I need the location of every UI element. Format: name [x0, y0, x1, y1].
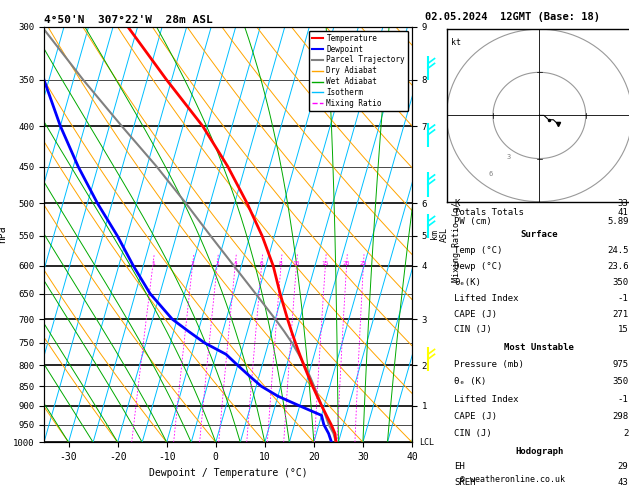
Y-axis label: hPa: hPa [0, 226, 8, 243]
Text: Mixing Ratio (g/kg): Mixing Ratio (g/kg) [452, 187, 460, 282]
Text: PW (cm): PW (cm) [454, 217, 492, 226]
Text: 23.6: 23.6 [607, 262, 628, 271]
Text: CIN (J): CIN (J) [454, 325, 492, 334]
Text: 6: 6 [260, 261, 264, 266]
Y-axis label: km
ASL: km ASL [430, 227, 449, 242]
Text: 6: 6 [488, 171, 493, 177]
X-axis label: Dewpoint / Temperature (°C): Dewpoint / Temperature (°C) [148, 468, 308, 478]
Text: 24.5: 24.5 [607, 246, 628, 255]
Text: Surface: Surface [521, 230, 558, 240]
Text: 975: 975 [612, 360, 628, 369]
Text: 4: 4 [233, 261, 237, 266]
Text: 41: 41 [618, 208, 628, 217]
Text: SREH: SREH [454, 478, 476, 486]
Text: 3: 3 [507, 154, 511, 159]
Text: 20: 20 [343, 261, 350, 266]
Text: 10: 10 [292, 261, 300, 266]
Text: CIN (J): CIN (J) [454, 429, 492, 438]
Text: 15: 15 [321, 261, 329, 266]
Text: 02.05.2024  12GMT (Base: 18): 02.05.2024 12GMT (Base: 18) [425, 12, 600, 22]
Text: 2: 2 [191, 261, 194, 266]
Text: 350: 350 [612, 377, 628, 386]
Text: K: K [454, 199, 459, 208]
Text: 43: 43 [618, 478, 628, 486]
Text: θₑ(K): θₑ(K) [454, 278, 481, 287]
Text: 5.89: 5.89 [607, 217, 628, 226]
Text: 2: 2 [623, 429, 628, 438]
Legend: Temperature, Dewpoint, Parcel Trajectory, Dry Adiabat, Wet Adiabat, Isotherm, Mi: Temperature, Dewpoint, Parcel Trajectory… [309, 31, 408, 111]
Text: CAPE (J): CAPE (J) [454, 310, 497, 318]
Text: Hodograph: Hodograph [515, 447, 564, 456]
Text: 4°50'N  307°22'W  28m ASL: 4°50'N 307°22'W 28m ASL [44, 15, 213, 25]
Text: 8: 8 [279, 261, 283, 266]
Text: EH: EH [454, 463, 465, 471]
Text: 1: 1 [151, 261, 155, 266]
Text: Dewp (°C): Dewp (°C) [454, 262, 503, 271]
Text: kt: kt [451, 38, 461, 47]
Text: 3: 3 [215, 261, 219, 266]
Text: θₑ (K): θₑ (K) [454, 377, 486, 386]
Text: Lifted Index: Lifted Index [454, 395, 518, 404]
Text: 15: 15 [618, 325, 628, 334]
Text: LCL: LCL [420, 438, 435, 447]
Text: © weatheronline.co.uk: © weatheronline.co.uk [460, 474, 565, 484]
Text: Temp (°C): Temp (°C) [454, 246, 503, 255]
Text: Lifted Index: Lifted Index [454, 294, 518, 303]
Text: 271: 271 [612, 310, 628, 318]
Text: 33: 33 [618, 199, 628, 208]
Text: 350: 350 [612, 278, 628, 287]
Text: Most Unstable: Most Unstable [504, 343, 574, 352]
Text: 298: 298 [612, 412, 628, 421]
Text: 25: 25 [360, 261, 367, 266]
Text: 29: 29 [618, 463, 628, 471]
Text: CAPE (J): CAPE (J) [454, 412, 497, 421]
Text: Totals Totals: Totals Totals [454, 208, 524, 217]
Text: -1: -1 [618, 294, 628, 303]
Text: -1: -1 [618, 395, 628, 404]
Text: Pressure (mb): Pressure (mb) [454, 360, 524, 369]
